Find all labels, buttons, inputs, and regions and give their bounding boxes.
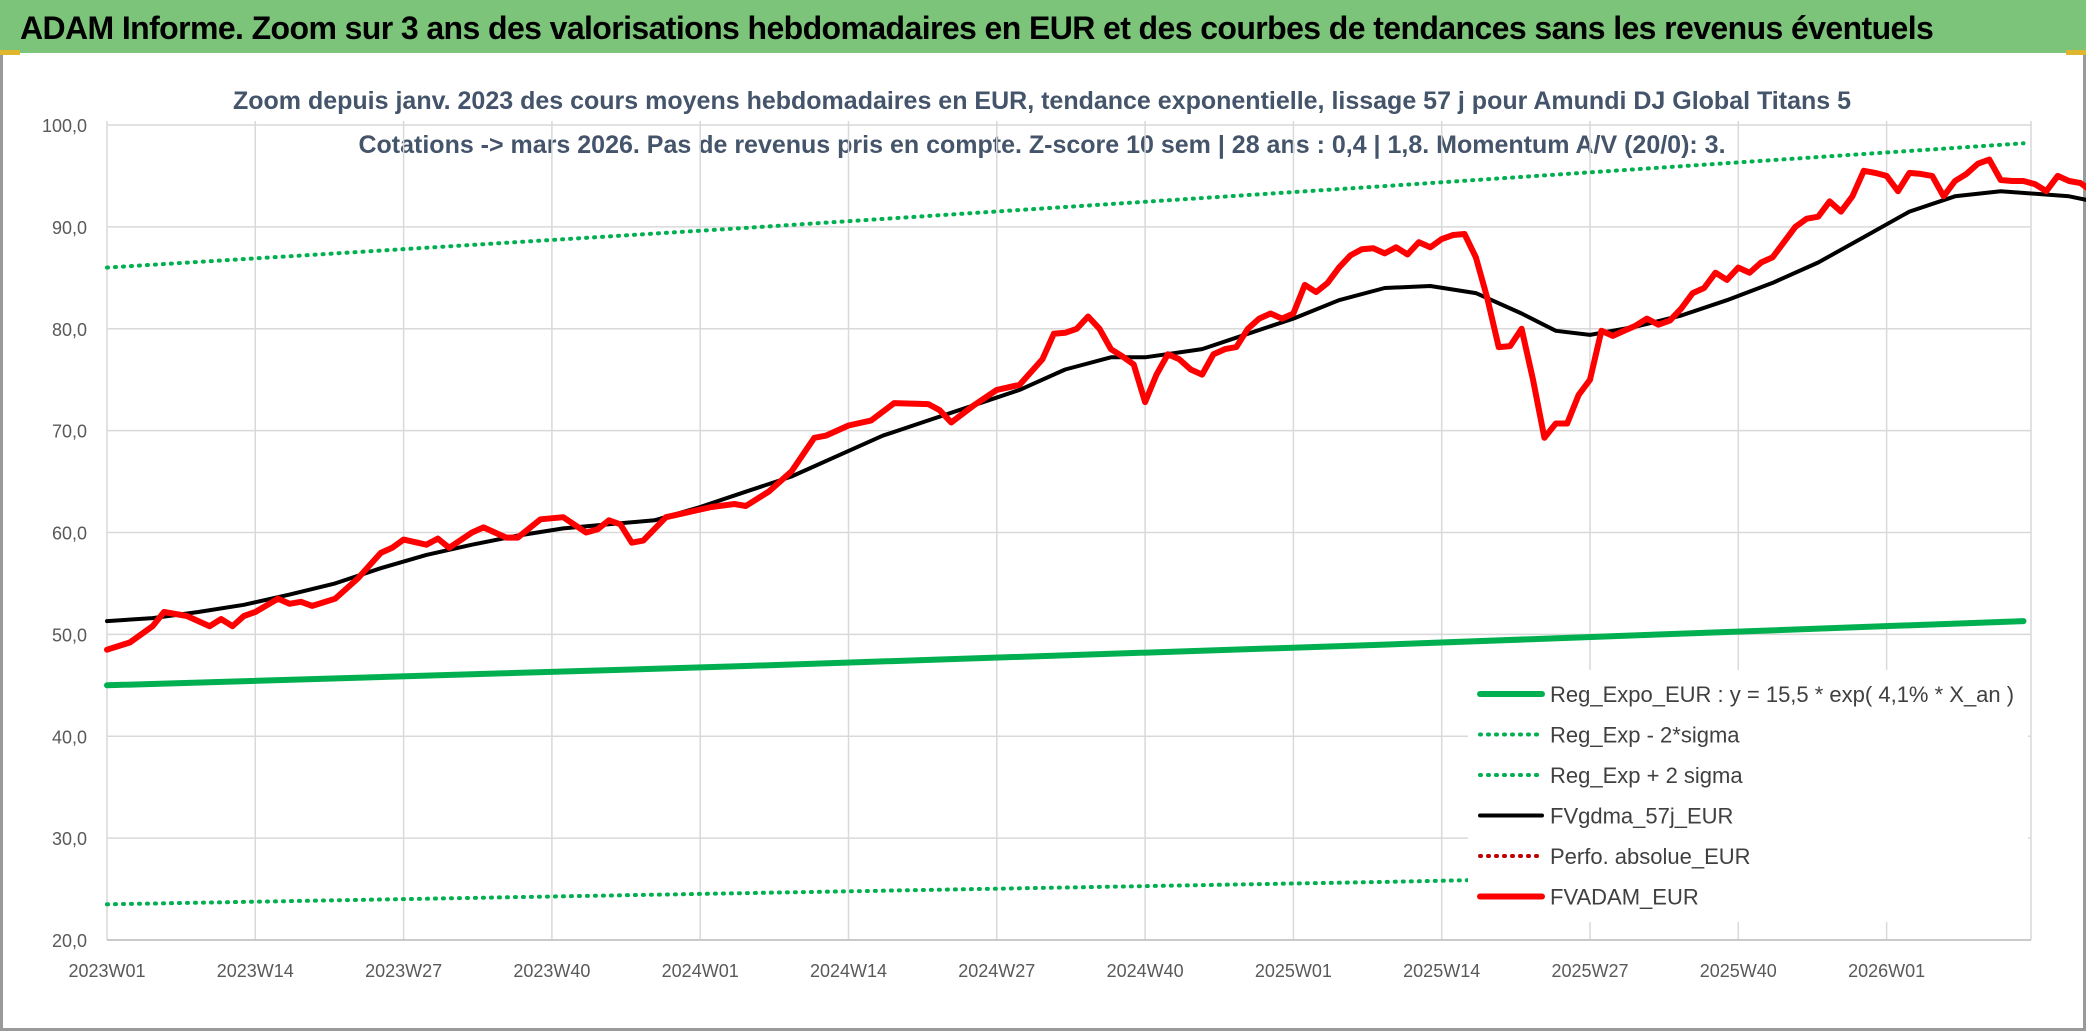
y-tick-label: 90,0 — [52, 218, 87, 238]
y-tick-label: 60,0 — [52, 524, 87, 544]
legend-background — [1468, 670, 2028, 922]
legend-label: FVgdma_57j_EUR — [1550, 804, 1733, 829]
chart-title-box — [280, 80, 1805, 172]
legend-label: Reg_Expo_EUR : y = 15,5 * exp( 4,1% * X_… — [1550, 682, 2014, 707]
chart-series — [104, 141, 2086, 907]
report-header: ADAM Informe. Zoom sur 3 ans des valoris… — [0, 0, 2086, 53]
x-tick-label: 2023W01 — [68, 961, 145, 981]
chart-subtitle: Cotations -> mars 2026. Pas de revenus p… — [358, 131, 1725, 159]
series-line-fvadam-eur — [104, 156, 2086, 653]
y-tick-label: 50,0 — [52, 625, 87, 645]
legend-label: FVADAM_EUR — [1550, 885, 1699, 910]
x-tick-label: 2025W14 — [1403, 961, 1480, 981]
series-line-reg-exp-2-sigma — [105, 866, 2026, 907]
chart-axes: 20,0 30,0 40,0 50,0 60,0 70,0 80,0 90,0 100,0 202… — [42, 116, 2031, 981]
x-tick-label: 2024W14 — [810, 961, 887, 981]
header-accent-left — [0, 50, 20, 55]
series-line-fvgdma-57j-eur — [105, 189, 2086, 624]
legend-label: Perfo. absolue_EUR — [1550, 844, 1751, 869]
x-tick-label: 2026W01 — [1848, 961, 1925, 981]
legend-label: Reg_Exp + 2 sigma — [1550, 763, 1743, 788]
legend-label: Reg_Exp - 2*sigma — [1550, 723, 1740, 748]
x-tick-label: 2025W01 — [1255, 961, 1332, 981]
x-tick-label: 2023W14 — [217, 961, 294, 981]
x-tick-label: 2025W40 — [1700, 961, 1777, 981]
series-line-reg-expo-eur-y-15-5-exp-4-1-x-an — [104, 618, 2027, 689]
x-tick-label: 2024W40 — [1107, 961, 1184, 981]
report-title: ADAM Informe. Zoom sur 3 ans des valoris… — [20, 10, 1934, 46]
x-tick-label: 2025W27 — [1551, 961, 1628, 981]
header-accent-right — [2066, 50, 2086, 55]
y-tick-label: 100,0 — [42, 116, 87, 136]
x-tick-label: 2023W40 — [513, 961, 590, 981]
x-tick-label: 2024W27 — [958, 961, 1035, 981]
chart-legend: Reg_Expo_EUR : y = 15,5 * exp( 4,1% * X_… — [1468, 670, 2028, 922]
chart-grid — [106, 121, 2032, 941]
y-tick-label: 30,0 — [52, 829, 87, 849]
chart-title: Zoom depuis janv. 2023 des cours moyens … — [233, 87, 1851, 115]
y-tick-label: 40,0 — [52, 727, 87, 747]
x-tick-label: 2024W01 — [662, 961, 739, 981]
series-line-reg-exp-2-sigma — [105, 141, 2026, 270]
x-tick-label: 2023W27 — [365, 961, 442, 981]
y-tick-label: 20,0 — [52, 931, 87, 951]
y-tick-label: 70,0 — [52, 422, 87, 442]
y-tick-label: 80,0 — [52, 320, 87, 340]
